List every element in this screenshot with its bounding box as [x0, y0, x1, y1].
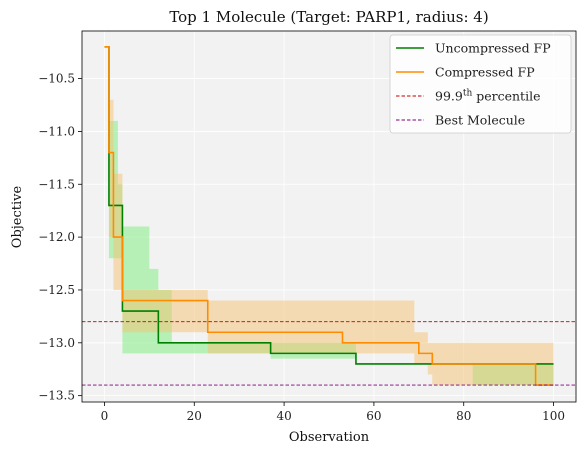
x-tick-label: 0	[101, 409, 109, 423]
x-tick-label: 80	[456, 409, 471, 423]
compressed-band	[104, 46, 554, 386]
y-tick-label: −13.0	[38, 336, 75, 350]
compressed-line	[104, 46, 554, 386]
y-tick-label: −13.5	[38, 389, 75, 403]
legend: Uncompressed FP Compressed FP 99.9th perce…	[389, 34, 572, 134]
plot-frame	[81, 30, 577, 403]
x-tick-label: 60	[366, 409, 381, 423]
y-tick-label: −12.5	[38, 283, 75, 297]
y-axis-label: Objective	[10, 185, 25, 248]
legend-box	[389, 34, 572, 134]
x-axis-label: Observation	[289, 430, 370, 445]
legend-compressed-label: Compressed FP	[435, 65, 535, 80]
legend-best-label: Best Molecule	[435, 113, 525, 128]
y-tick-label: −11.5	[38, 177, 75, 191]
y-tick-label: −12.0	[38, 230, 75, 244]
chart-title: Top 1 Molecule (Target: PARP1, radius: 4…	[169, 8, 488, 26]
x-tick-label: 100	[542, 409, 565, 423]
uncompressed-line	[104, 46, 554, 365]
uncompressed-band	[104, 46, 554, 386]
x-tick-label: 40	[276, 409, 291, 423]
legend-percentile-label: 99.9th percentile	[435, 89, 540, 104]
x-tick-label: 20	[187, 409, 202, 423]
legend-uncompressed-label: Uncompressed FP	[435, 41, 551, 56]
y-tick-label: −10.5	[38, 72, 75, 86]
y-tick-label: −11.0	[38, 124, 75, 138]
